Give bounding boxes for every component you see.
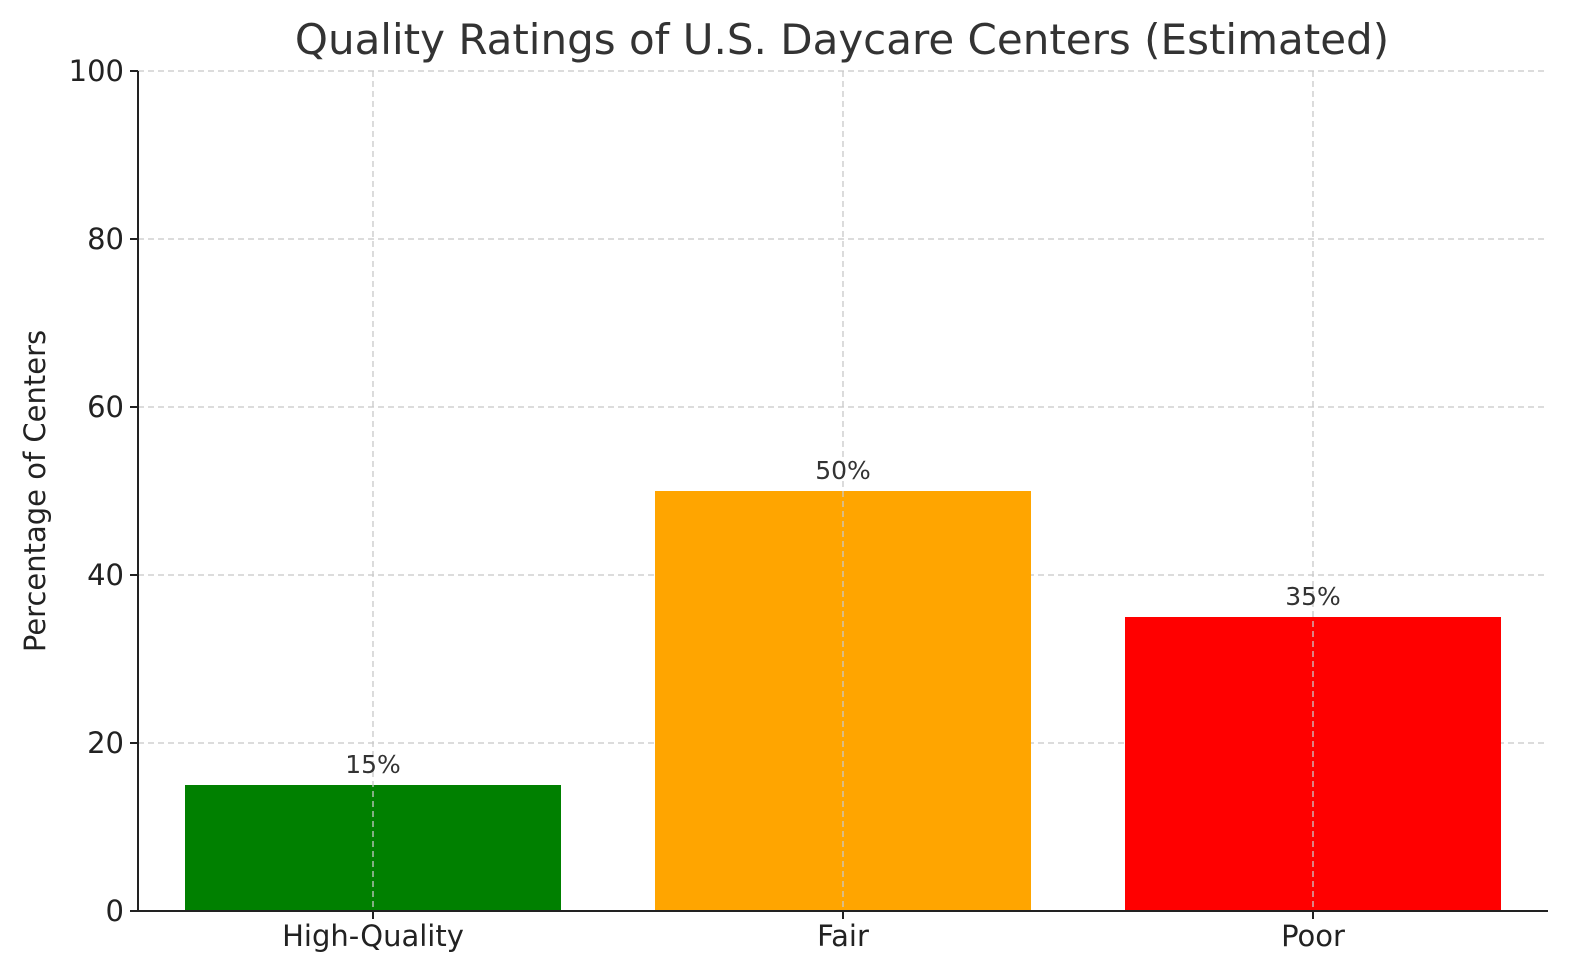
y-tick-label: 80 (87, 222, 124, 256)
bars (185, 71, 1501, 911)
y-axis-label: Percentage of Centers (18, 330, 52, 652)
labels: 0 20 40 60 80 100 High-Quality Fair Poor 15% 50% 35… (69, 54, 1345, 953)
chart-title: Quality Ratings of U.S. Daycare Centers … (295, 15, 1389, 64)
y-tick-label: 60 (87, 390, 124, 424)
y-tick-label: 0 (106, 894, 124, 928)
y-tick-label: 100 (69, 54, 124, 88)
y-tick-label: 40 (87, 558, 124, 592)
axes (130, 70, 1548, 919)
data-label: 50% (815, 456, 871, 485)
data-label: 35% (1285, 582, 1341, 611)
x-tick-label: Fair (817, 919, 869, 953)
y-tick-label: 20 (87, 726, 124, 760)
x-tick-label: High-Quality (282, 919, 464, 953)
x-tick-label: Poor (1281, 919, 1345, 953)
data-label: 15% (345, 750, 401, 779)
